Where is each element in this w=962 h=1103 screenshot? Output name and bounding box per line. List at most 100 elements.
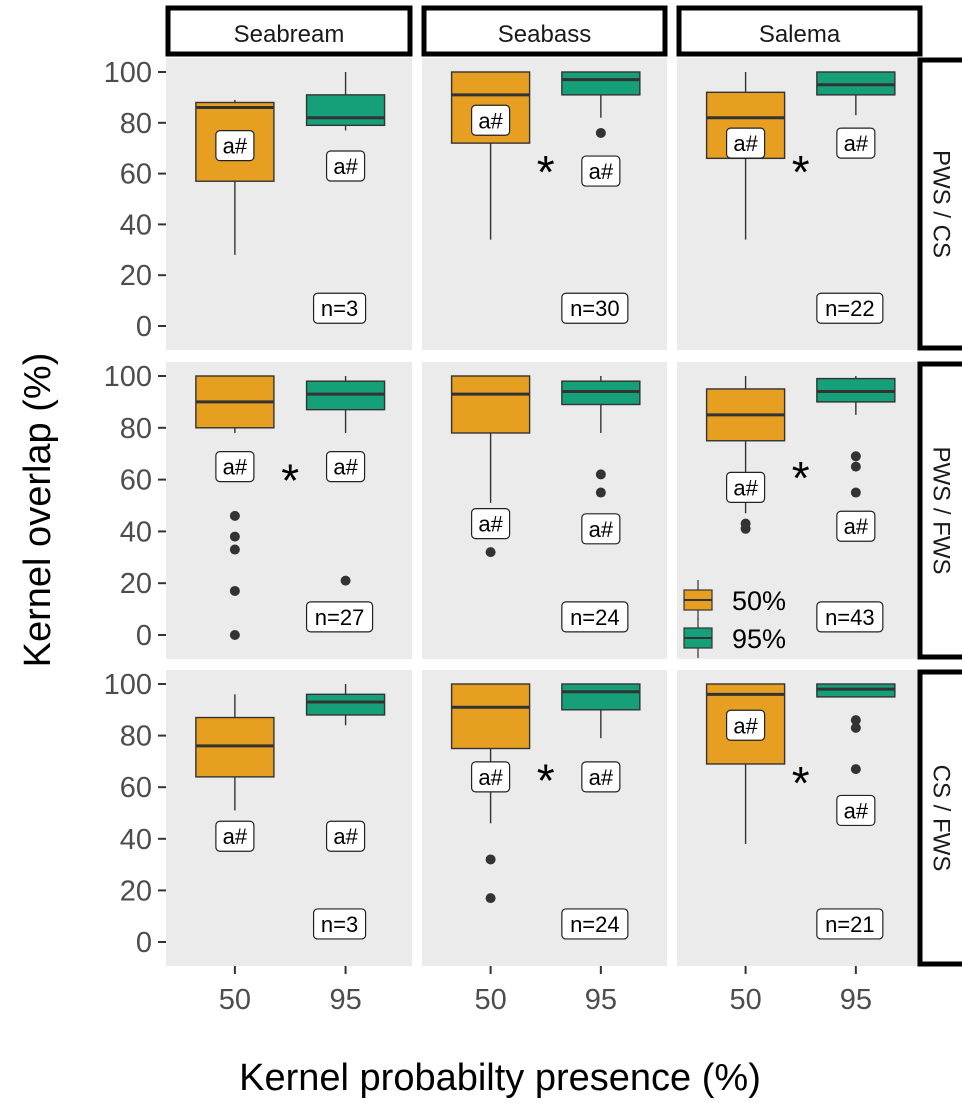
- box: [561, 683, 641, 711]
- group-label: a#: [733, 475, 758, 500]
- group-label: a#: [589, 765, 614, 790]
- group-label-box: [725, 709, 766, 741]
- outlier-point: [595, 469, 606, 480]
- x-tick-label: 50: [729, 984, 761, 1016]
- box: [450, 683, 531, 750]
- y-tick-label: 20: [120, 260, 152, 292]
- outlier-point: [485, 893, 496, 904]
- group-label-box: [471, 508, 511, 540]
- y-tick-label: 0: [136, 620, 152, 652]
- group-label: a#: [844, 131, 869, 156]
- y-axis-title: Kernel overlap (%): [17, 353, 59, 668]
- group-label-box: [725, 471, 766, 503]
- row-strip-label: PWS / CS: [928, 150, 955, 258]
- significance-marker: *: [792, 452, 810, 504]
- outlier-point: [229, 510, 240, 521]
- y-tick-label: 60: [120, 159, 152, 191]
- box: [305, 693, 386, 716]
- y-tick-label: 100: [104, 57, 152, 89]
- sample-size-label: n=3: [321, 912, 358, 937]
- group-label-box: [325, 150, 366, 182]
- sample-size-label: n=27: [315, 605, 365, 630]
- group-label-box: [325, 820, 366, 852]
- outlier-point: [740, 523, 751, 534]
- group-label-box: [836, 127, 876, 159]
- outlier-point: [850, 451, 861, 462]
- group-label: a#: [333, 824, 358, 849]
- group-label: a#: [223, 824, 248, 849]
- sample-size-label-box: [561, 908, 629, 940]
- group-label: a#: [589, 517, 614, 542]
- row-strip: [917, 361, 962, 660]
- group-label: a#: [733, 713, 758, 738]
- group-label: a#: [333, 154, 358, 179]
- group-label-box: [215, 130, 255, 162]
- significance-marker: *: [792, 146, 810, 198]
- outlier-point: [340, 575, 351, 586]
- column-strip: [421, 5, 668, 57]
- outlier-point: [229, 630, 240, 640]
- sample-size-label: n=43: [825, 605, 875, 630]
- outlier-point: [229, 531, 240, 542]
- group-label-box: [725, 127, 766, 159]
- y-tick-label: 20: [120, 568, 152, 600]
- x-axis-title: Kernel probabilty presence (%): [239, 1057, 761, 1099]
- y-tick-label: 40: [120, 209, 152, 241]
- row-strip-label: CS / FWS: [928, 765, 955, 872]
- sample-size-label: n=24: [570, 912, 620, 937]
- sample-size-label: n=3: [321, 296, 358, 321]
- outlier-point: [850, 722, 861, 733]
- outlier-point: [595, 127, 606, 138]
- sample-size-label-box: [312, 908, 367, 940]
- sample-size-label-box: [305, 601, 374, 633]
- x-tick-label: 95: [840, 984, 872, 1016]
- group-label: a#: [733, 131, 758, 156]
- outlier-point: [485, 547, 496, 558]
- outlier-point: [485, 854, 496, 865]
- y-tick-label: 60: [120, 772, 152, 804]
- x-tick-label: 50: [219, 984, 251, 1016]
- group-label: a#: [478, 765, 503, 790]
- x-tick-label: 95: [585, 984, 617, 1016]
- outlier-point: [595, 487, 606, 498]
- y-tick-label: 60: [120, 465, 152, 497]
- group-label: a#: [223, 455, 248, 480]
- outlier-point: [850, 487, 861, 498]
- sample-size-label-box: [561, 292, 629, 324]
- sample-size-label-box: [312, 292, 367, 324]
- box: [450, 375, 531, 434]
- group-label: a#: [478, 512, 503, 537]
- outlier-point: [229, 544, 240, 555]
- sample-size-label: n=30: [570, 296, 620, 321]
- significance-marker: *: [792, 757, 810, 809]
- x-tick-label: 95: [329, 984, 361, 1016]
- y-tick-label: 20: [120, 875, 152, 907]
- outlier-point: [850, 764, 861, 775]
- legend-label: 50%: [732, 586, 786, 616]
- group-label-box: [325, 451, 366, 483]
- significance-marker: *: [537, 146, 555, 198]
- sample-size-label: n=22: [825, 296, 875, 321]
- y-tick-label: 80: [120, 108, 152, 140]
- y-tick-label: 40: [120, 516, 152, 548]
- group-label: a#: [333, 455, 358, 480]
- sample-size-label-box: [561, 601, 629, 633]
- group-label-box: [471, 761, 511, 793]
- column-strip: [676, 5, 923, 57]
- group-label-box: [215, 820, 255, 852]
- sample-size-label-box: [816, 908, 884, 940]
- group-label: a#: [478, 108, 503, 133]
- legend-label: 95%: [732, 624, 786, 654]
- outlier-point: [850, 715, 861, 726]
- column-strip-label: Seabream: [234, 21, 345, 48]
- box: [561, 71, 641, 96]
- group-label: a#: [223, 134, 248, 159]
- column-strip-label: Seabass: [498, 21, 591, 48]
- group-label-box: [581, 761, 621, 793]
- group-label-box: [581, 155, 621, 187]
- sample-size-label: n=24: [570, 605, 620, 630]
- row-strip: [917, 669, 962, 967]
- sample-size-label-box: [816, 601, 884, 633]
- column-strip-label: Salema: [759, 21, 841, 48]
